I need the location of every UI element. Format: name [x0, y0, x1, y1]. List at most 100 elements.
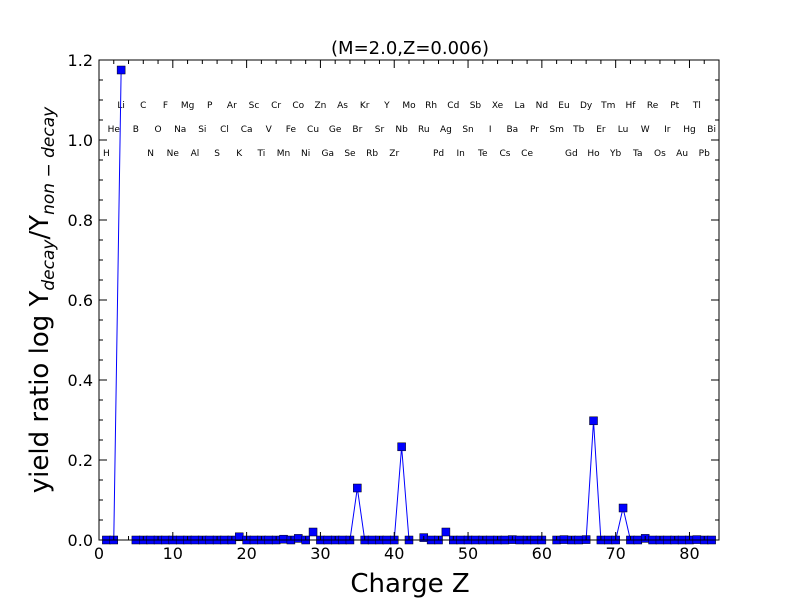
- element-label-sc: Sc: [249, 101, 260, 111]
- data-point-z71: [618, 503, 628, 513]
- element-label-dy: Dy: [580, 101, 593, 111]
- chart-title: (M=2.0,Z=0.006): [331, 38, 489, 59]
- y-label-sub1: decay: [39, 239, 59, 291]
- element-label-si: Si: [198, 125, 206, 135]
- element-label-re: Re: [647, 101, 659, 111]
- element-label-mg: Mg: [181, 101, 194, 111]
- x-tick-label-0: 0: [94, 544, 104, 563]
- element-label-h: H: [103, 149, 110, 159]
- data-point-z35: [353, 483, 362, 493]
- element-label-os: Os: [654, 149, 666, 159]
- element-label-br: Br: [352, 125, 362, 135]
- element-label-la: La: [514, 101, 525, 111]
- x-axis-label: Charge Z: [350, 569, 469, 599]
- y-axis-label: yield ratio log Ydecay/Ynon − decay: [25, 106, 59, 493]
- data-point-z41: [397, 442, 406, 452]
- element-label-er: Er: [596, 125, 606, 135]
- element-label-pt: Pt: [670, 101, 679, 111]
- x-tick-label-30: 30: [310, 544, 330, 563]
- element-label-cd: Cd: [447, 101, 459, 111]
- element-label-in: In: [456, 149, 464, 159]
- data-point-z67: [589, 416, 598, 426]
- element-label-co: Co: [292, 101, 304, 111]
- y-tick-label-1: 0.2: [68, 451, 93, 470]
- element-label-yb: Yb: [609, 149, 621, 159]
- element-label-sb: Sb: [470, 101, 482, 111]
- element-label-mn: Mn: [277, 149, 290, 159]
- element-label-c: C: [140, 101, 146, 111]
- element-label-ta: Ta: [632, 149, 643, 159]
- element-label-he: He: [108, 125, 121, 135]
- element-label-ir: Ir: [664, 125, 671, 135]
- element-label-sr: Sr: [375, 125, 385, 135]
- element-label-sn: Sn: [462, 125, 473, 135]
- element-label-v: V: [266, 125, 273, 135]
- data-point-z47: [441, 527, 451, 537]
- element-label-ar: Ar: [227, 101, 237, 111]
- element-label-hf: Hf: [625, 101, 636, 111]
- element-label-ga: Ga: [322, 149, 335, 159]
- element-label-pd: Pd: [433, 149, 444, 159]
- element-label-ba: Ba: [506, 125, 518, 135]
- element-label-cr: Cr: [271, 101, 281, 111]
- y-tick-label-2: 0.4: [68, 371, 93, 390]
- element-label-hg: Hg: [683, 125, 695, 135]
- data-point-z25: [279, 534, 288, 544]
- element-label-al: Al: [191, 149, 200, 159]
- element-label-fe: Fe: [286, 125, 297, 135]
- element-label-sm: Sm: [549, 125, 563, 135]
- y-tick-label-5: 1.0: [68, 131, 93, 150]
- element-label-ce: Ce: [521, 149, 533, 159]
- y-label-sub2: non − decay: [39, 106, 59, 215]
- element-label-k: K: [236, 149, 243, 159]
- data-point-z27: [294, 534, 303, 543]
- element-label-s: S: [214, 149, 220, 159]
- element-label-te: Te: [477, 149, 488, 159]
- element-label-mo: Mo: [402, 101, 416, 111]
- element-label-as: As: [337, 101, 348, 111]
- element-label-tm: Tm: [600, 101, 615, 111]
- element-label-ge: Ge: [329, 125, 342, 135]
- element-label-pb: Pb: [699, 149, 710, 159]
- element-label-xe: Xe: [492, 101, 504, 111]
- element-label-ti: Ti: [257, 149, 266, 159]
- y-tick-label-0: 0.0: [68, 531, 93, 550]
- element-label-b: B: [133, 125, 139, 135]
- element-label-rb: Rb: [366, 149, 378, 159]
- x-tick-label-60: 60: [532, 544, 552, 563]
- x-tick-label-10: 10: [163, 544, 183, 563]
- y-tick-label-3: 0.6: [68, 291, 93, 310]
- element-label-li: Li: [117, 101, 125, 111]
- element-label-ca: Ca: [241, 125, 253, 135]
- element-label-eu: Eu: [558, 101, 569, 111]
- element-label-y: Y: [383, 101, 390, 111]
- element-label-lu: Lu: [618, 125, 629, 135]
- element-label-i: I: [489, 125, 492, 135]
- y-tick-label-4: 0.8: [68, 211, 93, 230]
- element-label-zr: Zr: [389, 149, 399, 159]
- element-label-na: Na: [174, 125, 186, 135]
- element-label-kr: Kr: [360, 101, 370, 111]
- x-tick-label-50: 50: [458, 544, 478, 563]
- element-label-o: O: [155, 125, 162, 135]
- x-tick-label-80: 80: [679, 544, 699, 563]
- y-label-mid: /Y: [25, 215, 55, 240]
- element-label-w: W: [641, 125, 650, 135]
- element-labels: H He Li B C N O F Ne Na Mg Al Si P S Cl Ar K Ca Sc Ti V Cr Mn Fe…: [103, 101, 716, 159]
- x-tick-label-70: 70: [605, 544, 625, 563]
- element-label-pr: Pr: [530, 125, 539, 135]
- element-label-tb: Tb: [572, 125, 584, 135]
- element-label-f: F: [163, 101, 168, 111]
- y-label-prefix: yield ratio log Y: [25, 290, 55, 493]
- element-label-ru: Ru: [418, 125, 430, 135]
- element-label-ag: Ag: [440, 125, 452, 135]
- x-tick-label-40: 40: [384, 544, 404, 563]
- element-label-ne: Ne: [167, 149, 180, 159]
- element-label-cs: Cs: [499, 149, 510, 159]
- element-label-bi: Bi: [707, 125, 716, 135]
- element-label-gd: Gd: [565, 149, 578, 159]
- x-tick-label-20: 20: [236, 544, 256, 563]
- data-point-z29: [308, 527, 318, 537]
- element-label-au: Au: [676, 149, 688, 159]
